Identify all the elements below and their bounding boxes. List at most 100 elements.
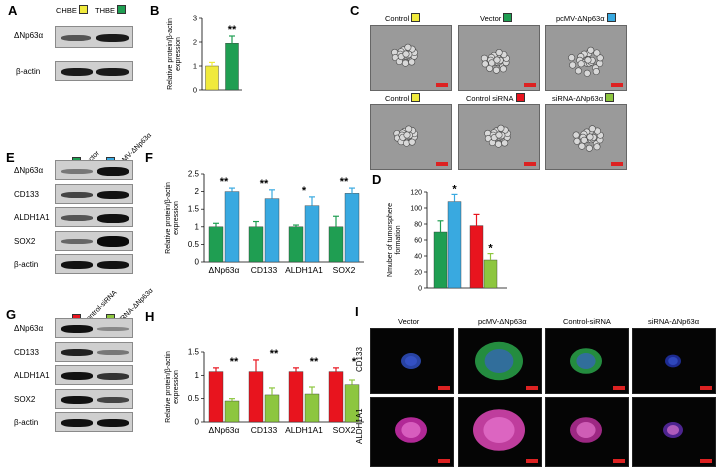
cell bbox=[402, 50, 410, 58]
stained-core bbox=[667, 425, 679, 435]
y-axis-label-line: Nmuber of tumorsphere bbox=[387, 203, 394, 277]
fluorescence-drawing bbox=[663, 422, 683, 438]
panel-label-f: F bbox=[145, 150, 153, 165]
cell bbox=[586, 133, 594, 141]
bar bbox=[205, 65, 219, 91]
y-tick-label: 0 bbox=[195, 418, 200, 427]
cell bbox=[501, 139, 509, 147]
bar bbox=[288, 371, 304, 423]
micrograph-label: Control siRNA bbox=[466, 94, 514, 103]
protein-band bbox=[61, 419, 93, 427]
micrograph-title: pcMV-ΔNp63α bbox=[556, 13, 616, 23]
y-tick-label: 0.5 bbox=[188, 394, 200, 403]
wb-g-band-row bbox=[55, 412, 133, 432]
cell bbox=[574, 67, 582, 75]
bar bbox=[304, 205, 320, 263]
cell bbox=[488, 59, 496, 67]
wb-row-label: β-actin bbox=[14, 260, 39, 269]
bar bbox=[208, 371, 224, 423]
scale-bar bbox=[436, 162, 448, 166]
wb-row-label: CD133 bbox=[14, 347, 39, 357]
protein-band bbox=[61, 395, 93, 404]
western-blot-a-dnp63a bbox=[55, 26, 133, 48]
x-tick-label: ALDH1A1 bbox=[285, 425, 323, 435]
wb-g-band-row bbox=[55, 388, 133, 409]
cell bbox=[497, 124, 505, 132]
micrograph-title: Control bbox=[385, 93, 421, 103]
y-tick-label: 80 bbox=[414, 222, 422, 229]
wb-row-label: ALDH1A1 bbox=[14, 213, 50, 222]
tumorsphere-drawing bbox=[568, 46, 604, 77]
cell bbox=[588, 125, 596, 133]
micrograph-image bbox=[545, 25, 627, 91]
wb-e-band-row bbox=[55, 254, 133, 274]
chart-d: 0 20 40 60 80 100 120 Nmuber of tumorsphereform… bbox=[387, 183, 507, 293]
panel-label-g: G bbox=[6, 307, 17, 322]
protein-band bbox=[97, 236, 129, 247]
bar bbox=[483, 259, 498, 289]
stained-core bbox=[484, 349, 514, 373]
scale-bar bbox=[700, 386, 712, 390]
fluorescence-drawing bbox=[570, 348, 602, 374]
if-image bbox=[545, 397, 629, 467]
protein-band bbox=[61, 239, 93, 244]
scale-bar bbox=[526, 386, 538, 390]
x-tick-label: CD133 bbox=[251, 265, 278, 275]
x-tick-label: ALDH1A1 bbox=[285, 265, 323, 275]
bar bbox=[224, 191, 240, 263]
micrograph-label: siRNA-ΔNp63α bbox=[552, 94, 604, 103]
if-column-title: Vector bbox=[398, 317, 420, 326]
y-axis-label-line: expression bbox=[173, 201, 180, 235]
y-tick-label: 0.5 bbox=[188, 240, 200, 249]
if-row-label: CD133 bbox=[355, 347, 364, 372]
significance-mark: * bbox=[488, 243, 493, 255]
bar bbox=[224, 400, 240, 423]
cell bbox=[596, 54, 604, 62]
significance-mark: ** bbox=[260, 178, 269, 190]
if-row-label: ALDH1A1 bbox=[355, 408, 364, 444]
y-tick-label: 3 bbox=[193, 14, 197, 23]
cell bbox=[403, 131, 411, 139]
panel-label-a: A bbox=[8, 3, 18, 18]
y-tick-label: 1.5 bbox=[188, 205, 200, 214]
wb-row-label: ALDH1A1 bbox=[14, 371, 50, 380]
protein-band bbox=[97, 327, 129, 331]
y-axis-label-line: Relative protein/β-actin bbox=[165, 351, 172, 423]
if-image bbox=[632, 328, 716, 394]
legend-chbe: CHBE bbox=[56, 5, 88, 15]
micrograph-swatch bbox=[411, 13, 421, 22]
micrograph-swatch bbox=[411, 93, 421, 102]
wb-e-band-row bbox=[55, 160, 133, 180]
bar bbox=[248, 371, 264, 423]
protein-band bbox=[61, 372, 93, 380]
micrograph-title: Vector bbox=[480, 13, 513, 23]
y-tick-label: 120 bbox=[410, 190, 422, 197]
bar bbox=[288, 226, 304, 263]
micrograph-image bbox=[545, 104, 627, 170]
if-image bbox=[370, 328, 454, 394]
fluorescence-drawing bbox=[475, 341, 523, 381]
stained-core bbox=[576, 422, 596, 438]
wb-row-label: ΔNp63α bbox=[14, 166, 44, 175]
if-column-title: siRNA-ΔNp63α bbox=[648, 317, 700, 326]
wb-g-band-row bbox=[55, 365, 133, 385]
y-axis-label: Relative protein/β-actinexpression bbox=[167, 18, 182, 90]
stained-core bbox=[405, 356, 417, 366]
protein-band bbox=[61, 215, 93, 221]
panel-label-b: B bbox=[150, 3, 160, 18]
micrograph-label: Vector bbox=[480, 14, 502, 23]
x-tick-label: SOX2 bbox=[333, 265, 356, 275]
protein-band bbox=[97, 419, 129, 427]
scale-bar bbox=[611, 83, 623, 87]
if-column-title: Control-siRNA bbox=[563, 317, 611, 326]
significance-mark: ** bbox=[310, 356, 319, 368]
scale-bar bbox=[613, 386, 625, 390]
micrograph-swatch bbox=[606, 13, 616, 22]
y-tick-label: 0 bbox=[195, 258, 200, 267]
cell bbox=[572, 131, 580, 139]
cell bbox=[593, 49, 601, 57]
wb-row-label: SOX2 bbox=[14, 236, 36, 246]
cell bbox=[583, 69, 591, 77]
y-tick-label: 0 bbox=[418, 286, 422, 293]
micrograph-label: Control bbox=[385, 14, 410, 23]
